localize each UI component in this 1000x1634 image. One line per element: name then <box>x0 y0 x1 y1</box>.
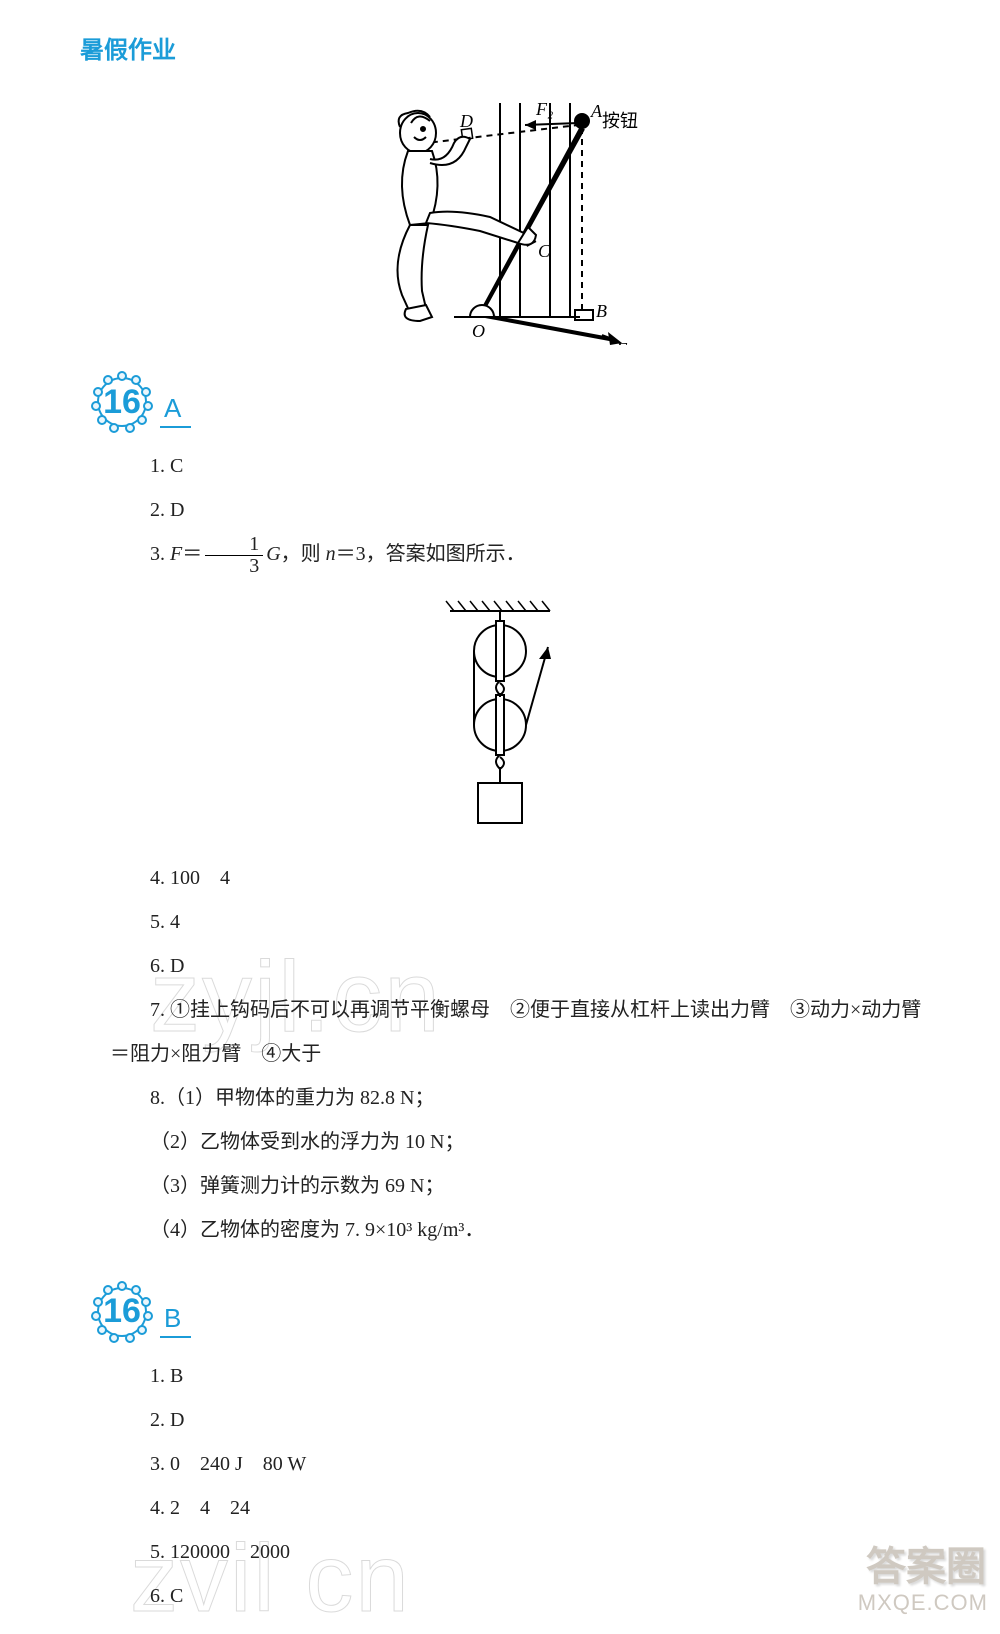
badge-16a: 16 <box>90 370 154 434</box>
ans-16b-5: 5. 120000 2000 <box>110 1530 930 1574</box>
frac-top: 1 <box>205 534 263 556</box>
ans-16a-2: 2. D <box>110 488 930 532</box>
corner-badge: 答案圈 <box>866 1534 986 1592</box>
ans-16a-3: 3. F＝13G，则 n＝3，答案如图所示． <box>110 532 930 577</box>
ans-16a-7: 7. ①挂上钩码后不可以再调节平衡螺母 ②便于直接从杠杆上读出力臂 ③动力×动力… <box>110 988 930 1076</box>
ans-16b-1: 1. B <box>110 1354 930 1398</box>
figure-lever-person: A 按钮 B C D O F₁ F₂ <box>0 85 1000 350</box>
answers-16a-cont: 4. 100 4 5. 4 6. D 7. ①挂上钩码后不可以再调节平衡螺母 ②… <box>0 852 1000 1262</box>
corner-url: MXQE.COM <box>858 1590 988 1616</box>
label-F1: F₁ <box>615 339 633 345</box>
label-F2: F₂ <box>535 99 553 119</box>
label-B: B <box>596 301 607 321</box>
section-16b-header: 16 B <box>0 1280 1000 1344</box>
ans-16b-6: 6. C <box>110 1574 930 1618</box>
pulley-svg <box>420 597 580 827</box>
figure-pulley <box>0 597 1000 832</box>
frac-bot: 3 <box>205 556 263 577</box>
label-O: O <box>472 321 485 341</box>
ans-16b-2: 2. D <box>110 1398 930 1442</box>
ans-16a-1: 1. C <box>110 444 930 488</box>
ans-16b-3: 3. 0 240 J 80 W <box>110 1442 930 1486</box>
ans-16a-8-1: 8.（1）甲物体的重力为 82.8 N； <box>110 1076 930 1120</box>
lever-svg: A 按钮 B C D O F₁ F₂ <box>350 85 650 345</box>
badge-num-16a: 16 <box>103 383 141 422</box>
ans-16a-8-2: （2）乙物体受到水的浮力为 10 N； <box>110 1120 930 1164</box>
badge-16b: 16 <box>90 1280 154 1344</box>
ans-16a-5: 5. 4 <box>110 900 930 944</box>
ans-16b-4: 4. 2 4 24 <box>110 1486 930 1530</box>
page-header: 暑假作业 <box>0 0 1000 75</box>
section-letter-a: A <box>160 393 191 428</box>
section-letter-b: B <box>160 1303 191 1338</box>
answers-16a: 1. C 2. D 3. F＝13G，则 n＝3，答案如图所示． <box>0 440 1000 587</box>
a3-prefix: 3. <box>150 543 170 565</box>
label-D: D <box>459 111 473 131</box>
section-16a-header: 16 A <box>0 370 1000 434</box>
badge-num-16b: 16 <box>103 1292 141 1331</box>
label-btn: 按钮 <box>602 111 638 131</box>
ans-16a-8-3: （3）弹簧测力计的示数为 69 N； <box>110 1164 930 1208</box>
label-C: C <box>538 241 551 261</box>
ans-16a-6: 6. D <box>110 944 930 988</box>
answers-16b: 1. B 2. D 3. 0 240 J 80 W 4. 2 4 24 5. 1… <box>0 1350 1000 1628</box>
ans-16a-4: 4. 100 4 <box>110 856 930 900</box>
ans-16a-8-4: （4）乙物体的密度为 7. 9×10³ kg/m³． <box>110 1208 930 1252</box>
